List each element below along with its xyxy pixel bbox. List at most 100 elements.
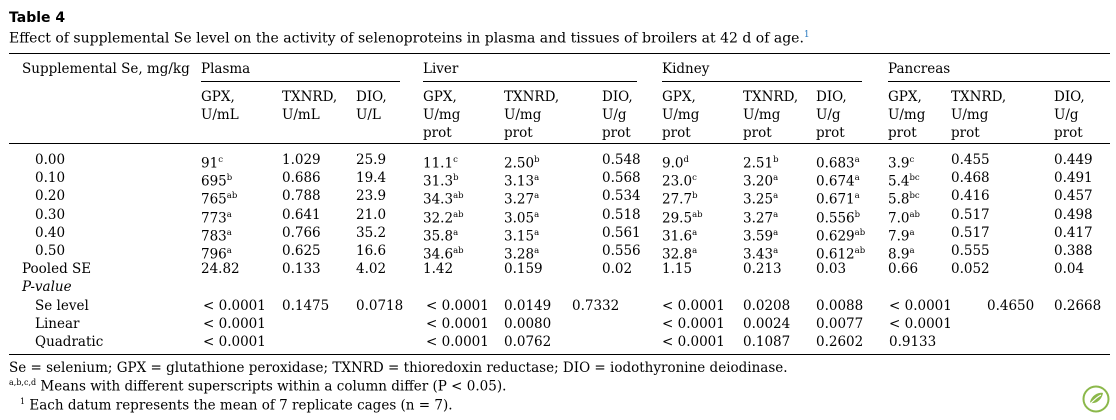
p-value-kidney-txnrd: 0.0024	[743, 315, 791, 332]
table-cell-kidney-dio: 0.671a	[816, 187, 860, 209]
cell-value: 35.2	[356, 224, 387, 241]
table-cell-plasma-gpx: 91c	[201, 151, 223, 173]
cell-superscript: d	[683, 155, 689, 165]
table-cell-kidney-dio: 0.612ab	[816, 242, 865, 264]
header-liver-gpx-line1: GPX,	[423, 89, 457, 105]
top-rule	[9, 53, 1110, 54]
header-plasma-gpx-line2: U/mL	[201, 107, 239, 123]
header-pancreas-gpx-line3: prot	[888, 125, 917, 141]
cell-value: 0.674	[816, 173, 855, 190]
p-value-liver-gpx: < 0.0001	[426, 315, 489, 332]
header-pancreas-dio-line2: U/g	[1054, 107, 1079, 123]
cell-value: 0.468	[951, 170, 990, 187]
cell-superscript: a	[692, 246, 698, 256]
cell-value: 0.788	[282, 188, 321, 205]
cell-superscript: ab	[692, 209, 703, 220]
cell-value: 34.3	[423, 191, 454, 208]
p-value-plasma-gpx: < 0.0001	[203, 297, 266, 314]
cell-superscript: b	[692, 191, 698, 202]
cell-value: 783	[201, 228, 227, 245]
cell-value: 0.556	[602, 243, 641, 259]
table-cell-plasma-dio: 16.6	[356, 242, 386, 260]
cell-value: 3.27	[743, 210, 774, 227]
footnote-1: 1 Each datum represents the mean of 7 re…	[20, 397, 453, 414]
cell-value: 7.0	[888, 210, 910, 227]
p-value-liver-txnrd: 0.0149	[504, 297, 552, 314]
cell-superscript: b	[773, 155, 779, 165]
table-cell-pancreas-dio: 0.417	[1054, 224, 1093, 242]
table-cell-liver-dio: 0.568	[602, 169, 641, 187]
table-cell-pancreas-txnrd: 0.517	[951, 206, 990, 224]
cell-superscript: b	[226, 173, 233, 184]
footnote-sig-mark: a,b,c,d	[9, 378, 37, 387]
cell-value: 0.388	[1054, 243, 1093, 259]
p-value-liver-gpx: < 0.0001	[426, 334, 489, 350]
table-cell-pancreas-dio: 0.388	[1054, 242, 1093, 260]
table-cell-plasma-gpx: 773a	[201, 206, 232, 228]
p-value-pancreas-gpx: < 0.0001	[889, 315, 952, 332]
row-label: 0.20	[35, 188, 66, 205]
header-pancreas-txnrd-line3: prot	[951, 125, 980, 141]
table-cell-pancreas-dio: 0.449	[1054, 151, 1093, 169]
cell-value: 31.3	[423, 173, 454, 190]
p-value-plasma-gpx: < 0.0001	[203, 315, 266, 332]
cell-superscript: a	[773, 173, 779, 184]
header-group-pancreas: Pancreas	[888, 61, 951, 77]
cell-value: 11.1	[423, 155, 454, 172]
p-value-liver-dio: 0.7332	[572, 297, 620, 314]
p-value-kidney-dio: 0.0077	[816, 315, 864, 332]
footnote-abbreviations: Se = selenium; GPX = glutathione peroxid…	[9, 360, 788, 376]
cell-superscript: a	[534, 173, 540, 184]
table-cell-pancreas-gpx: 5.8bc	[888, 187, 920, 209]
cell-superscript: a	[854, 173, 860, 184]
cell-superscript: b	[453, 173, 459, 184]
table-cell-plasma-dio: 25.9	[356, 151, 386, 169]
cell-value: 0.455	[951, 152, 990, 168]
table-cell-kidney-gpx: 23.0c	[662, 169, 697, 191]
header-kidney-gpx-line2: U/mg	[662, 107, 700, 123]
table-cell-liver-gpx: 32.2ab	[423, 206, 464, 228]
header-group-plasma: Plasma	[201, 61, 251, 77]
pooled-se-kidney-dio: 0.03	[816, 261, 847, 278]
footnote-sig-text: Means with different superscripts within…	[36, 378, 507, 395]
table-cell-plasma-txnrd: 0.686	[282, 169, 321, 187]
cell-superscript: a	[226, 246, 232, 256]
table-cell-pancreas-txnrd: 0.468	[951, 169, 990, 187]
table-cell-kidney-gpx: 9.0d	[662, 151, 689, 173]
cell-superscript: a	[773, 227, 779, 238]
cell-superscript: a	[909, 227, 915, 238]
cell-value: 0.517	[951, 224, 990, 241]
table-cell-pancreas-txnrd: 0.555	[951, 242, 990, 260]
cell-value: 0.671	[816, 191, 855, 208]
table-cell-kidney-gpx: 32.8a	[662, 242, 697, 264]
cell-superscript: b	[534, 155, 540, 165]
cell-superscript: ab	[453, 209, 464, 220]
cell-value: 23.0	[662, 173, 693, 190]
header-liver-dio-line2: U/g	[602, 107, 627, 123]
cell-value: 91	[201, 155, 219, 172]
cell-value: 0.641	[282, 206, 321, 223]
header-liver-dio-line3: prot	[602, 125, 631, 141]
footnote-significance: a,b,c,d Means with different superscript…	[9, 378, 506, 395]
header-kidney-txnrd-line3: prot	[743, 125, 772, 141]
p-value-pancreas-gpx: < 0.0001	[889, 297, 952, 314]
cell-value: 695	[201, 173, 227, 190]
table-cell-kidney-dio: 0.629ab	[816, 224, 865, 246]
cell-superscript: ab	[453, 246, 464, 256]
table-label: Table 4	[9, 10, 66, 26]
table-cell-liver-dio: 0.556	[602, 242, 641, 260]
table-cell-plasma-gpx: 783a	[201, 224, 232, 246]
cell-superscript: a	[854, 191, 860, 202]
cell-superscript: a	[534, 209, 540, 220]
table-cell-pancreas-gpx: 7.9a	[888, 224, 915, 246]
cell-superscript: a	[534, 191, 540, 202]
p-value-kidney-txnrd: 0.0208	[743, 297, 791, 314]
p-value-kidney-txnrd: 0.1087	[743, 334, 791, 350]
row-label-pooled-se: Pooled SE	[22, 261, 92, 278]
table-cell-plasma-gpx: 765ab	[201, 187, 237, 209]
cell-superscript: c	[692, 173, 697, 184]
header-kidney-gpx-line1: GPX,	[662, 89, 696, 105]
caption-footnote-link[interactable]: 1	[803, 30, 810, 40]
table-cell-kidney-gpx: 27.7b	[662, 187, 698, 209]
table-cell-pancreas-gpx: 7.0ab	[888, 206, 920, 228]
